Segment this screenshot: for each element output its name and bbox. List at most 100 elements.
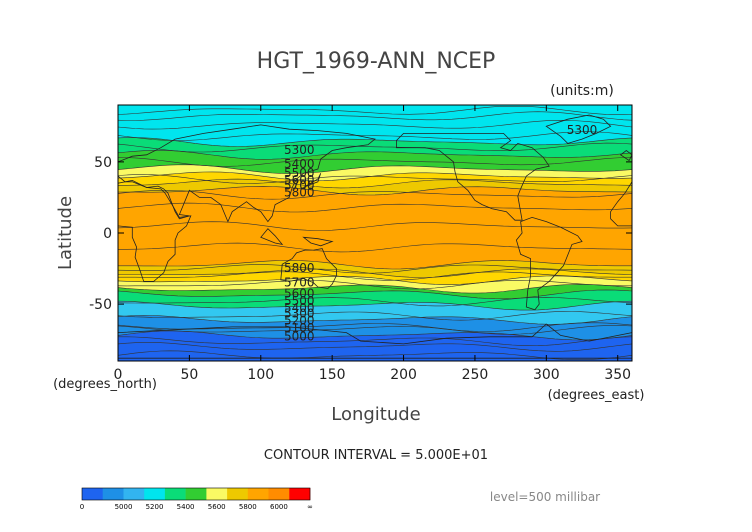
contour-line: [117, 157, 633, 167]
contour-line: [117, 322, 633, 332]
colorbar-label: 5400: [177, 503, 195, 511]
coastline: [396, 133, 550, 221]
contour-line: [117, 275, 633, 285]
contour-label: 5000: [284, 329, 315, 343]
x-tick-label: 0: [114, 367, 123, 383]
contour-label: 5700: [284, 179, 315, 193]
x-unit-label: (degrees_east): [548, 388, 645, 403]
coastline: [117, 124, 376, 223]
colorbar-label: 5800: [239, 503, 257, 511]
contour-line: [118, 178, 633, 189]
contour-label: 5800: [284, 261, 315, 275]
x-tick-label: 100: [247, 367, 274, 383]
contour-band: [118, 179, 632, 195]
contour-line: [117, 342, 633, 352]
y-axis-label: Latitude: [55, 196, 76, 270]
colorbar-swatch: [164, 488, 186, 500]
contour-line: [117, 119, 633, 130]
colorbar-label: 5000: [115, 503, 133, 511]
y-tick-label: 0: [103, 226, 112, 242]
contour-line: [117, 280, 632, 290]
contour-line: [117, 264, 633, 274]
contour-label: 5400: [284, 301, 315, 315]
contour-line: [117, 296, 633, 307]
colorbar-frame: [81, 487, 311, 501]
contour-line: [117, 190, 633, 200]
contour-line: [118, 268, 633, 278]
units-label: (units:m): [550, 83, 614, 99]
colorbar-swatch: [123, 488, 145, 500]
contour-label: 5200: [284, 314, 315, 328]
contour-line: [117, 137, 633, 147]
colorbar-swatch: [247, 488, 269, 500]
chart-title: HGT_1969-ANN_NCEP: [257, 49, 496, 74]
contour-label: 5800: [284, 186, 315, 200]
contour-interval-text: CONTOUR INTERVAL = 5.000E+01: [264, 448, 488, 463]
contour-line: [117, 311, 633, 321]
coastline: [117, 179, 192, 282]
y-unit-label: (degrees_north): [53, 377, 157, 392]
x-axis-ticks: 0 50 100 150 200 250 300 350: [114, 105, 631, 383]
contour-line: [117, 283, 633, 294]
contour-line: [117, 202, 633, 213]
contour-line: [117, 221, 633, 231]
contour-line: [118, 242, 633, 253]
contour-line: [117, 300, 633, 311]
contour-line: [117, 171, 633, 182]
colorbar: 0 5000 5200 5400 5600 5800 6000 ∞: [80, 487, 313, 511]
contour-line: [118, 271, 632, 281]
contour-line: [117, 150, 633, 160]
coastline: [302, 236, 334, 247]
contour-label: 5100: [284, 321, 315, 335]
contour-band: [118, 137, 632, 160]
contour-band: [118, 268, 632, 285]
contour-band: [118, 171, 632, 188]
y-axis-ticks: -50 0 50: [89, 155, 632, 313]
contour-line: [117, 325, 633, 335]
y-tick-label: -50: [89, 297, 112, 313]
coastline: [260, 228, 284, 246]
contour-lines: [117, 106, 633, 360]
contour-line: [117, 330, 633, 341]
contour-label: 5300: [567, 123, 598, 137]
colorbar-swatch: [227, 488, 249, 500]
contour-line: [118, 336, 633, 347]
colorbar-swatch: [206, 488, 228, 500]
coastline: [515, 216, 583, 311]
colorbar-label: 5600: [208, 503, 226, 511]
colorbar-swatch: [185, 488, 207, 500]
contour-label: 5400: [284, 157, 315, 171]
level-text: level=500 millibar: [490, 490, 600, 504]
contour-band: [118, 186, 632, 269]
contour-fill-bands: [118, 105, 632, 361]
colorbar-label: 5200: [146, 503, 164, 511]
plot-area: 5300540055005600570058005300580057005600…: [117, 104, 633, 362]
contour-band: [118, 150, 632, 174]
contour-line: [117, 289, 633, 300]
contour-labels: 5300540055005600570058005300580057005600…: [284, 123, 597, 343]
x-tick-label: 300: [533, 367, 560, 383]
x-tick-label: 250: [462, 367, 489, 383]
contour-line: [117, 185, 633, 196]
contour-line: [117, 174, 633, 184]
contour-label: 5700: [284, 275, 315, 289]
coastline: [545, 114, 612, 144]
contour-label: 5500: [284, 294, 315, 308]
colorbar-label: 6000: [270, 503, 288, 511]
contour-label: 5300: [284, 143, 315, 157]
contour-label: 5500: [284, 166, 315, 180]
contour-line: [117, 111, 633, 121]
contour-band: [118, 164, 632, 181]
colorbar-swatch: [268, 488, 290, 500]
contour-band: [118, 105, 632, 147]
coastline: [303, 173, 322, 188]
x-axis-label: Longitude: [331, 404, 421, 425]
coastline: [280, 248, 337, 289]
contour-line: [118, 260, 632, 270]
contour-label: 5300: [284, 307, 315, 321]
colorbar-swatch: [82, 488, 103, 500]
colorbar-swatch: [144, 488, 166, 500]
colorbar-label: 0: [80, 503, 84, 511]
x-tick-label: 350: [604, 367, 631, 383]
